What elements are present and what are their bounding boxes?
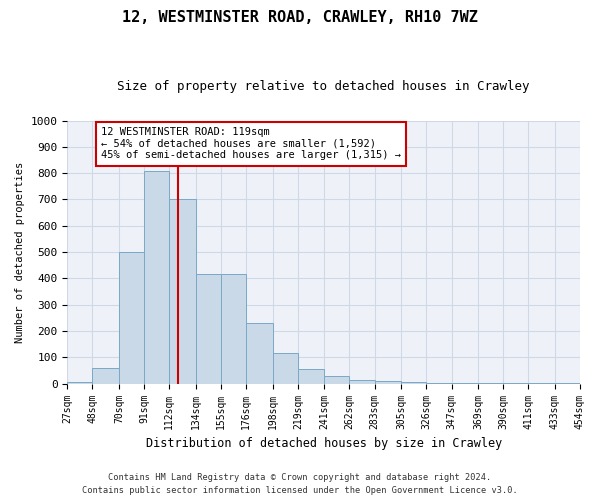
Bar: [374, 381, 401, 384]
Y-axis label: Number of detached properties: Number of detached properties: [15, 162, 25, 342]
Title: Size of property relative to detached houses in Crawley: Size of property relative to detached ho…: [118, 80, 530, 93]
Text: 12 WESTMINSTER ROAD: 119sqm
← 54% of detached houses are smaller (1,592)
45% of : 12 WESTMINSTER ROAD: 119sqm ← 54% of det…: [101, 127, 401, 160]
Bar: [67, 382, 92, 384]
Text: Contains HM Land Registry data © Crown copyright and database right 2024.
Contai: Contains HM Land Registry data © Crown c…: [82, 474, 518, 495]
Bar: [427, 383, 452, 384]
Bar: [144, 170, 169, 384]
Bar: [478, 383, 503, 384]
Bar: [349, 380, 374, 384]
Bar: [246, 323, 272, 384]
Bar: [324, 376, 349, 384]
Bar: [119, 252, 144, 384]
Bar: [272, 354, 298, 384]
Bar: [92, 368, 119, 384]
Bar: [169, 200, 196, 384]
Bar: [401, 382, 427, 384]
Bar: [221, 274, 246, 384]
Bar: [298, 369, 324, 384]
Bar: [196, 274, 221, 384]
Bar: [452, 383, 478, 384]
X-axis label: Distribution of detached houses by size in Crawley: Distribution of detached houses by size …: [146, 437, 502, 450]
Text: 12, WESTMINSTER ROAD, CRAWLEY, RH10 7WZ: 12, WESTMINSTER ROAD, CRAWLEY, RH10 7WZ: [122, 10, 478, 25]
Bar: [503, 383, 529, 384]
